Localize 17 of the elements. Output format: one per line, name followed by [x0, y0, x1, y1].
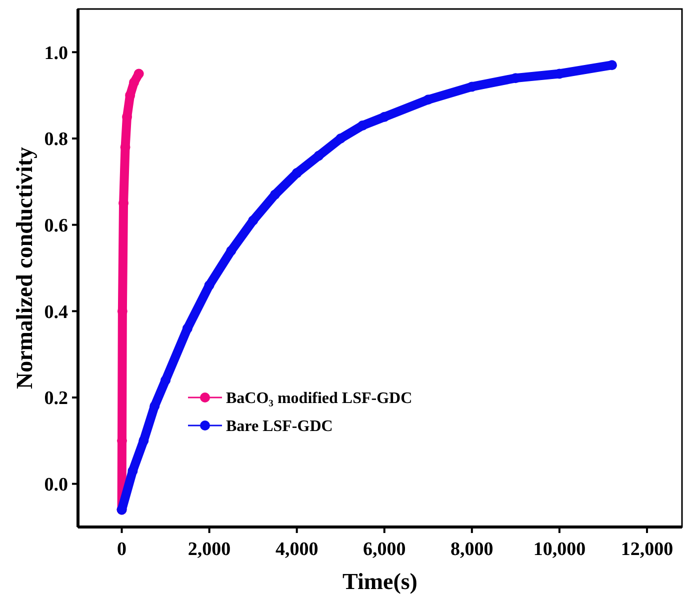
y-tick-label: 0.0	[44, 474, 68, 496]
legend-label: Bare LSF-GDC	[226, 418, 333, 436]
x-tick-label: 10,000	[533, 539, 586, 560]
y-tick-label: 0.2	[44, 388, 68, 410]
x-tick-label: 8,000	[450, 539, 494, 560]
x-tick-label: 0	[117, 539, 127, 560]
x-tick-label: 12,000	[620, 539, 674, 560]
y-tick-label: 0.8	[44, 129, 68, 150]
y-tick-label: 1.0	[44, 42, 68, 64]
legend-label: BaCO₃ modified LSF-GDC	[226, 390, 412, 408]
x-tick-label: 6,000	[363, 539, 406, 560]
y-tick-label: 0.6	[44, 215, 68, 236]
y-axis-title: Normalized conductivity	[12, 146, 37, 390]
x-tick-label: 2,000	[188, 539, 231, 560]
x-axis-title: Time(s)	[342, 569, 418, 594]
y-tick-label: 0.4	[44, 302, 68, 323]
x-tick-label: 4,000	[275, 539, 318, 560]
